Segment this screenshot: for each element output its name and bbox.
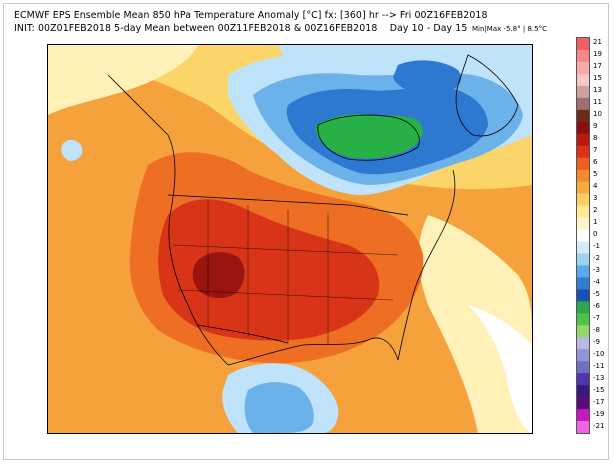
border-us-canada xyxy=(167,194,409,216)
colorbar-tick-label: 15 xyxy=(593,74,602,83)
colorbar-swatch xyxy=(577,409,589,422)
colorbar-swatch xyxy=(577,265,589,278)
anomaly-red-us xyxy=(158,199,380,341)
colorbar-tick-label: 5 xyxy=(593,170,598,179)
colorbar-swatch xyxy=(577,38,589,51)
colorbar-swatch xyxy=(577,385,589,398)
colorbar-tick-label: 4 xyxy=(593,182,598,191)
colorbar-tick-label: 9 xyxy=(593,122,598,131)
colorbar-tick-label: -17 xyxy=(593,397,605,406)
state-borders xyxy=(172,200,399,345)
coastline-greenland xyxy=(455,54,519,137)
colorbar-swatch xyxy=(577,49,589,63)
state-line-5 xyxy=(172,244,399,256)
colorbar-tick-label: 10 xyxy=(593,110,602,119)
colorbar-tick-label: -9 xyxy=(593,337,600,346)
colorbar-tick-label: 0 xyxy=(593,230,598,238)
colorbar-swatch xyxy=(577,157,589,170)
colorbar-swatch xyxy=(577,73,589,87)
colorbar-swatch xyxy=(577,373,589,386)
colorbar-tick-label: 21 xyxy=(593,38,602,47)
colorbar-tick-label: -10 xyxy=(593,349,605,358)
colorbar-tick-label: -13 xyxy=(593,373,605,382)
colorbar-tick-label: 8 xyxy=(593,134,598,143)
colorbar-swatch xyxy=(577,205,589,218)
coastline-east xyxy=(397,169,456,361)
colorbar-swatch xyxy=(577,421,589,433)
anomaly-light-atlantic xyxy=(468,305,532,433)
colorbar-tick-label: -3 xyxy=(593,265,600,274)
anomaly-map xyxy=(47,44,533,434)
colorbar-tick-label: 7 xyxy=(593,146,598,155)
anomaly-green-hudson xyxy=(315,114,423,159)
border-us-mexico xyxy=(197,324,289,344)
coastline-gulf xyxy=(227,337,399,366)
anomaly-cool-light-upper xyxy=(278,45,532,74)
colorbar-tick-label: -11 xyxy=(593,361,605,370)
map-title: ECMWF EPS Ensemble Mean 850 hPa Temperat… xyxy=(14,10,488,21)
colorbar-swatch xyxy=(577,325,589,338)
map-subtitle: INIT: 00Z01FEB2018 5-day Mean between 00… xyxy=(14,23,468,34)
colorbar-tick-label: -21 xyxy=(593,421,605,430)
colorbar-swatch xyxy=(577,97,589,111)
colorbar-swatch xyxy=(577,181,589,194)
coastline-west xyxy=(107,74,229,366)
colorbar-labels: 21 19 17 15 13 11 10 9 8 7 6 5 4 3 2 1 0 -1 -2 -3 -4 -5 -6 -7 -8… xyxy=(593,37,614,434)
colorbar-swatch xyxy=(577,337,589,350)
coastlines xyxy=(107,54,519,366)
anomaly-cool-deep-north xyxy=(393,60,462,95)
colorbar-tick-label: 3 xyxy=(593,194,598,203)
anomaly-map-svg xyxy=(48,45,532,433)
figure-frame: ECMWF EPS Ensemble Mean 850 hPa Temperat… xyxy=(3,3,609,460)
colorbar-svg xyxy=(577,38,589,433)
colorbar-swatch xyxy=(577,277,589,290)
colorbar-tick-label: -6 xyxy=(593,301,600,310)
colorbar-tick-label: -4 xyxy=(593,277,600,286)
colorbar-tick-label: -7 xyxy=(593,313,600,322)
anomaly-cool-pacific-spot xyxy=(61,139,83,161)
anomaly-dark-red-west xyxy=(192,252,245,299)
colorbar-swatch xyxy=(577,313,589,326)
colorbar-swatch xyxy=(577,301,589,314)
colorbar-tick-label: 2 xyxy=(593,206,598,215)
colorbar-swatch xyxy=(577,61,589,75)
anomaly-light-warm-northwest xyxy=(48,45,198,115)
min-max-readout: Min|Max -5.8° | 8.5°C xyxy=(472,25,547,33)
colorbar-swatch xyxy=(577,193,589,206)
colorbar-tick-label: -8 xyxy=(593,325,600,334)
colorbar-tick-label: -5 xyxy=(593,289,600,298)
colorbar-swatch xyxy=(577,145,589,158)
colorbar-swatch xyxy=(577,217,589,230)
colorbar-swatch xyxy=(577,169,589,182)
colorbar-swatch xyxy=(577,121,589,135)
colorbar-tick-label: 19 xyxy=(593,50,602,59)
colorbar-tick-label: 11 xyxy=(593,98,602,107)
state-line-6 xyxy=(177,289,394,301)
colorbar-swatch xyxy=(577,133,589,147)
anomaly-neutral-east xyxy=(418,215,532,433)
colorbar-swatch xyxy=(577,85,589,99)
colorbar-tick-label: 6 xyxy=(593,158,598,167)
colorbar-swatch xyxy=(577,289,589,302)
colorbar-tick-label: 1 xyxy=(593,218,598,227)
colorbar-swatch xyxy=(577,229,589,242)
colorbar-swatch xyxy=(577,361,589,374)
colorbar-tick-label: -19 xyxy=(593,409,605,418)
colorbar-swatch xyxy=(577,253,589,266)
colorbar-swatch xyxy=(577,397,589,410)
coastline-hudson xyxy=(317,114,420,161)
colorbar-swatch xyxy=(577,241,589,254)
colorbar-tick-label: 17 xyxy=(593,62,602,71)
colorbar-swatch xyxy=(577,349,589,362)
colorbar-tick-label: 13 xyxy=(593,86,602,95)
colorbar-swatch xyxy=(577,109,589,123)
anomaly-cool-mid-mexico xyxy=(244,382,314,433)
colorbar-tick-label: -15 xyxy=(593,385,605,394)
colorbar xyxy=(576,37,590,434)
colorbar-tick-label: -2 xyxy=(593,253,600,262)
colorbar-tick-label: -1 xyxy=(593,241,600,250)
